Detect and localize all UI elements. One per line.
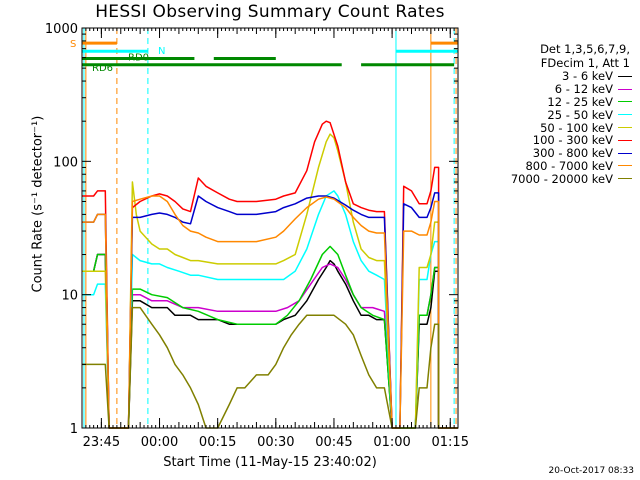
y-tick-label-1: 10 <box>61 289 78 304</box>
legend-label: 100 - 300 keV <box>532 133 613 148</box>
legend-swatch <box>618 114 632 116</box>
y-tick-label-3: 1000 <box>45 22 78 37</box>
state-label-n: N <box>158 46 165 57</box>
legend-entries: 3 - 6 keV 6 - 12 keV 12 - 25 keV 25 - 50 ke… <box>470 69 632 186</box>
state-label-rd0: RD0 <box>128 53 149 64</box>
legend-swatch <box>618 75 632 77</box>
legend-label: 12 - 25 keV <box>547 95 613 109</box>
legend-label: 7000 - 20000 keV <box>510 171 613 186</box>
x-tick-label-5: 01:00 <box>373 435 410 450</box>
legend-swatch <box>618 152 632 154</box>
legend-header-line-2: FDecim 1, Att 1 <box>540 56 630 70</box>
legend-label: 6 - 12 keV <box>554 82 613 97</box>
x-axis-label: Start Time (11-May-15 23:40:02) <box>163 455 377 470</box>
x-tick-label-6: 01:15 <box>432 435 469 450</box>
x-tick-label-1: 00:00 <box>141 435 178 450</box>
x-tick-label-4: 00:45 <box>315 435 352 450</box>
series-line-5 <box>82 120 458 429</box>
legend-swatch <box>618 101 632 103</box>
legend-header-line-1: Det 1,3,5,6,7,9, <box>540 42 630 56</box>
y-tick-label-2: 100 <box>53 155 78 170</box>
y-axis-label: Count Rate (s⁻¹ detector⁻¹) <box>30 115 46 293</box>
legend-entry: 800 - 7000 keV <box>470 158 632 173</box>
legend-swatch <box>618 139 632 141</box>
legend-entry: 7000 - 20000 keV <box>470 171 632 186</box>
legend-entry: 6 - 12 keV <box>470 82 632 97</box>
series-line-7 <box>82 195 458 429</box>
legend-swatch <box>618 165 632 167</box>
x-tick-label-2: 00:15 <box>199 435 236 450</box>
legend-label: 25 - 50 keV <box>547 107 613 122</box>
legend: Det 1,3,5,6,7,9, FDecim 1, Att 1 3 - 6 k… <box>470 42 632 186</box>
legend-entry: 300 - 800 keV <box>470 146 632 161</box>
legend-entry: 3 - 6 keV <box>470 69 632 84</box>
legend-label: 50 - 100 keV <box>540 120 613 135</box>
legend-swatch <box>618 127 632 129</box>
state-label-s: S <box>70 39 76 50</box>
legend-entry: 25 - 50 keV <box>470 107 632 122</box>
x-tick-label-3: 00:30 <box>257 435 294 450</box>
state-label-rd6: RD6 <box>92 63 113 74</box>
legend-entry: 50 - 100 keV <box>470 120 632 135</box>
generation-date: 20-Oct-2017 08:33 <box>548 466 634 476</box>
legend-swatch <box>618 178 632 180</box>
plot-frame <box>81 27 459 429</box>
legend-label: 3 - 6 keV <box>562 69 613 84</box>
series-line-6 <box>82 192 458 429</box>
y-tick-label-0: 1 <box>70 422 78 437</box>
x-tick-label-0: 23:45 <box>83 435 120 450</box>
legend-entry: 100 - 300 keV <box>470 133 632 148</box>
legend-label: 800 - 7000 keV <box>525 158 613 173</box>
legend-label: 300 - 800 keV <box>532 146 613 161</box>
legend-swatch <box>618 88 632 90</box>
chart-title: HESSI Observing Summary Count Rates <box>95 2 445 22</box>
legend-entry: 12 - 25 keV <box>470 95 632 109</box>
